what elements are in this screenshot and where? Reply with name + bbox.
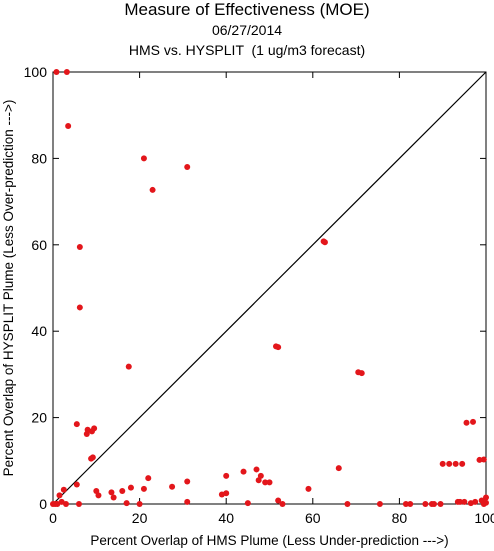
y-axis-label: Percent Overlap of HYSPLIT Plume (Less O… — [1, 100, 16, 477]
data-point — [244, 500, 251, 507]
data-point — [75, 501, 82, 507]
data-point — [275, 344, 282, 351]
data-point — [184, 498, 191, 505]
data-point — [123, 500, 130, 507]
data-point — [125, 363, 132, 370]
data-point — [262, 479, 269, 486]
data-point — [240, 468, 247, 475]
x-tick-label: 100 — [474, 510, 494, 526]
data-point — [127, 484, 134, 491]
y-tick-label: 20 — [31, 410, 47, 426]
data-point — [463, 419, 470, 426]
data-point — [76, 304, 83, 311]
data-point — [223, 490, 230, 497]
y-tick-label: 100 — [24, 64, 48, 80]
data-point — [344, 501, 351, 507]
data-point — [60, 486, 67, 493]
data-point — [439, 460, 446, 467]
data-point — [140, 155, 147, 162]
data-point — [76, 243, 83, 250]
x-tick-label: 0 — [49, 510, 57, 526]
x-tick-label: 60 — [305, 510, 321, 526]
y-tick-label: 0 — [39, 496, 47, 512]
data-point — [83, 431, 90, 438]
data-point — [275, 497, 282, 504]
data-point — [136, 501, 143, 507]
data-point — [376, 501, 383, 507]
data-point — [63, 69, 70, 75]
data-point — [358, 370, 365, 377]
data-point — [431, 501, 438, 507]
plot-area — [52, 71, 487, 505]
data-point — [184, 164, 191, 171]
x-axis-label: Percent Overlap of HMS Plume (Less Under… — [90, 533, 448, 548]
x-tick-label: 20 — [132, 510, 148, 526]
data-point — [483, 494, 489, 501]
data-point — [62, 501, 69, 507]
data-point — [140, 485, 147, 492]
data-point — [457, 498, 464, 505]
data-point — [321, 239, 328, 246]
y-tick-label: 40 — [31, 323, 47, 339]
data-point — [95, 492, 102, 499]
data-point — [446, 460, 453, 467]
data-point — [480, 501, 487, 507]
data-point — [461, 498, 468, 505]
data-point — [470, 418, 477, 425]
data-point — [437, 501, 444, 507]
data-point — [476, 456, 483, 463]
data-point — [253, 466, 260, 473]
data-point — [56, 492, 63, 499]
data-point — [65, 123, 72, 129]
chart-date: 06/27/2014 — [211, 22, 283, 38]
data-point — [472, 498, 479, 505]
data-point — [108, 489, 115, 496]
data-point — [169, 483, 176, 490]
data-point — [149, 186, 156, 193]
data-point — [110, 494, 117, 501]
axis-ticks: 0 20 40 60 80 100 0 20 40 60 80 100 — [24, 64, 494, 526]
data-point — [223, 472, 230, 479]
data-point — [145, 475, 152, 482]
data-point — [119, 488, 126, 495]
data-point — [279, 501, 286, 507]
data-point — [255, 477, 262, 484]
x-tick-label: 40 — [218, 510, 234, 526]
y-tick-label: 80 — [31, 150, 47, 166]
data-point — [452, 460, 459, 467]
x-tick-label: 80 — [392, 510, 408, 526]
reference-diagonal — [52, 71, 487, 505]
data-point — [91, 425, 98, 432]
data-point — [422, 501, 429, 507]
data-point — [335, 465, 342, 472]
data-points — [50, 69, 489, 507]
chart-subtitle: HMS vs. HYSPLIT (1 ug/m3 forecast) — [128, 42, 366, 58]
data-point — [89, 454, 96, 461]
data-point — [73, 421, 80, 428]
data-point — [73, 481, 80, 488]
data-point — [184, 478, 191, 485]
y-tick-label: 60 — [31, 237, 47, 253]
data-point — [266, 479, 273, 486]
data-point — [402, 501, 409, 507]
data-point — [480, 456, 487, 463]
data-point — [53, 69, 60, 75]
chart-title: Measure of Effectiveness (MOE) — [124, 0, 370, 19]
data-point — [407, 501, 414, 507]
data-point — [459, 460, 466, 467]
data-point — [305, 485, 312, 492]
data-point — [50, 501, 56, 507]
